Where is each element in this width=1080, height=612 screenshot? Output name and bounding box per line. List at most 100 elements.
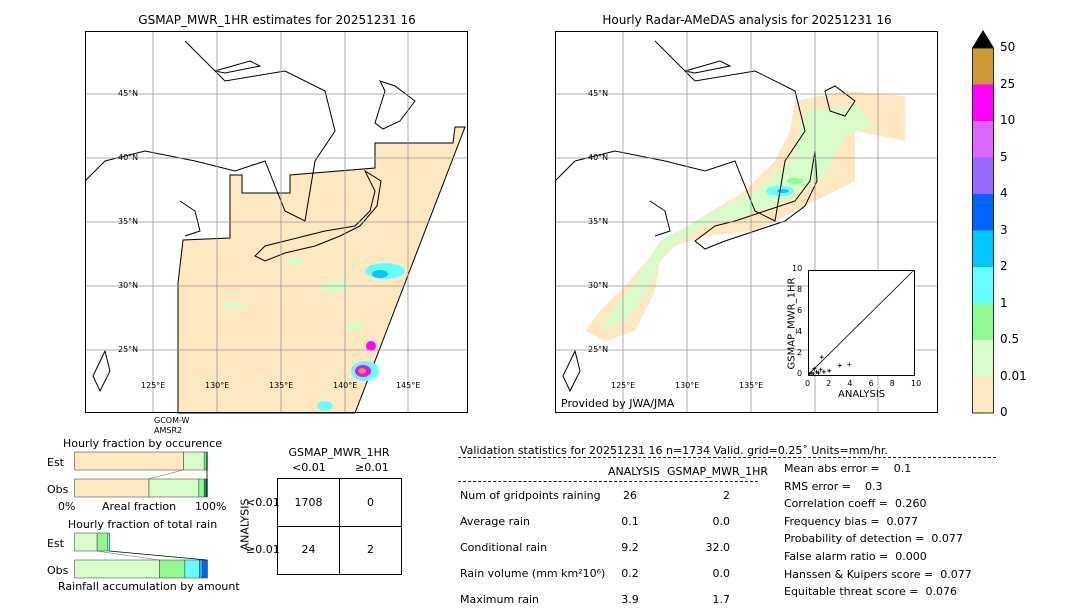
colorbar-label: 1 [1000, 295, 1008, 310]
stat-label: Conditional rain [460, 541, 548, 554]
scatter-point [821, 369, 826, 374]
fraction-segment [159, 559, 186, 579]
colorbar [972, 30, 994, 414]
graticule [85, 31, 468, 413]
occurrence-bars [74, 451, 208, 498]
colorbar-label: 0 [1000, 405, 1008, 419]
lat-label: 35°N [588, 217, 609, 226]
lat-label: 25°N [588, 345, 609, 354]
colorbar-bin [972, 267, 994, 304]
connector [96, 550, 160, 561]
score-line: RMS error = 0.3 [784, 479, 883, 493]
lat-label: 30°N [588, 281, 609, 290]
occ-tick-100: 100% [195, 500, 227, 513]
fraction-segment [74, 478, 150, 498]
scatter-point [827, 368, 832, 373]
inset-xtick: 2 [826, 379, 832, 388]
occ-tick-0: 0% [58, 500, 76, 513]
rain-areas [223, 256, 405, 411]
scatter-point [809, 370, 814, 375]
contingency-title: GSMAP_MWR_1HR [288, 446, 390, 459]
stats-col-divider [458, 481, 758, 482]
fraction-segment [148, 478, 200, 498]
fraction-segment [107, 532, 110, 552]
stat-gsmap-value: 0.0 [712, 515, 731, 528]
colorbar-bin [972, 376, 994, 413]
tot-est-label: Est [47, 537, 64, 550]
row-label: ANALYSIS [238, 498, 252, 551]
stat-label: Maximum rain [460, 593, 539, 606]
inset-xtick: 6 [868, 379, 874, 388]
fraction-segment [74, 559, 160, 579]
stat-gsmap-value: 0.0 [712, 567, 731, 580]
score-line: Probability of detection = 0.077 [784, 532, 963, 546]
stat-gsmap-value: 32.0 [705, 541, 731, 554]
occ-obs-label: Obs [47, 483, 69, 496]
fraction-segment [205, 451, 208, 471]
lat-label: 25°N [118, 345, 139, 354]
fraction-segment [205, 478, 208, 498]
lat-label: 40°N [118, 153, 139, 162]
cell-11: 2 [367, 543, 374, 556]
stats-col-analysis: ANALYSIS [608, 465, 660, 478]
colorbar-bin [972, 157, 994, 194]
score-line: Equitable threat score = 0.076 [784, 585, 957, 599]
lat-label: 45°N [118, 89, 139, 98]
inset-ylabel: GSMAP_MWR_1HR [786, 277, 798, 370]
fraction-segment [201, 559, 208, 579]
score-line: Correlation coeff = 0.260 [784, 497, 927, 511]
col-header-0: <0.01 [292, 461, 326, 474]
colorbar-label: 4 [1000, 186, 1008, 200]
scatter-inset [808, 270, 915, 376]
scatter-point [814, 369, 819, 374]
stat-analysis-value: 3.9 [621, 593, 639, 606]
stat-analysis-value: 0.1 [621, 515, 639, 528]
cell-00: 1708 [294, 496, 323, 509]
inset-ytick: 10 [792, 264, 803, 273]
occ-xlabel: Areal fraction [102, 500, 177, 513]
scatter-point [847, 362, 852, 367]
contingency-table: 1708 0 24 2 [277, 478, 402, 575]
satellite-label: GCOM-W AMSR2 [154, 416, 189, 436]
stat-label: Num of gridpoints raining [460, 489, 601, 502]
lon-label: 125°E [611, 381, 636, 390]
score-line: Hanssen & Kuipers score = 0.077 [784, 567, 972, 581]
inset-xtick: 4 [847, 379, 853, 388]
tot-xlabel: Rainfall accumulation by amount [58, 580, 240, 593]
lat-label: 40°N [588, 153, 609, 162]
scatter-point [819, 355, 824, 360]
stat-analysis-value: 26 [623, 489, 637, 502]
scatter-point [811, 371, 816, 376]
fraction-segment [184, 559, 200, 579]
lat-label: 35°N [118, 217, 139, 226]
left-map [85, 31, 468, 414]
cell-10: 24 [301, 543, 316, 556]
occurrence-title: Hourly fraction by occurence [63, 437, 222, 450]
inset-ytick: 4 [797, 327, 803, 336]
total-rain-title: Hourly fraction of total rain [67, 518, 218, 531]
lon-label: 145°E [396, 381, 421, 390]
colorbar-label: 50 [1000, 40, 1016, 54]
colorbar-bin [972, 121, 994, 158]
scatter-point [816, 370, 821, 375]
stats-col-gsmap: GSMAP_MWR_1HR [667, 465, 769, 478]
fraction-segment [198, 478, 205, 498]
colorbar-bin [972, 340, 994, 377]
lon-label: 130°E [205, 381, 230, 390]
row-header-0: <0.01 [246, 496, 280, 509]
data-credit: Provided by JWA/JMA [561, 397, 675, 410]
scatter-point [812, 366, 817, 371]
fraction-segment [74, 451, 184, 471]
inset-ytick: 2 [797, 348, 803, 357]
colorbar-bin [972, 230, 994, 267]
colorbar-label: 0.5 [1000, 332, 1020, 346]
score-line: Mean abs error = 0.1 [784, 462, 912, 475]
stat-gsmap-value: 1.7 [712, 593, 731, 606]
colorbar-label: 3 [1000, 222, 1008, 237]
lon-label: 135°E [739, 381, 764, 390]
colorbar-label: 10 [1000, 113, 1016, 127]
colorbar-bin [972, 194, 994, 231]
tot-obs-label: Obs [47, 564, 69, 577]
diagonal-line [808, 270, 915, 376]
